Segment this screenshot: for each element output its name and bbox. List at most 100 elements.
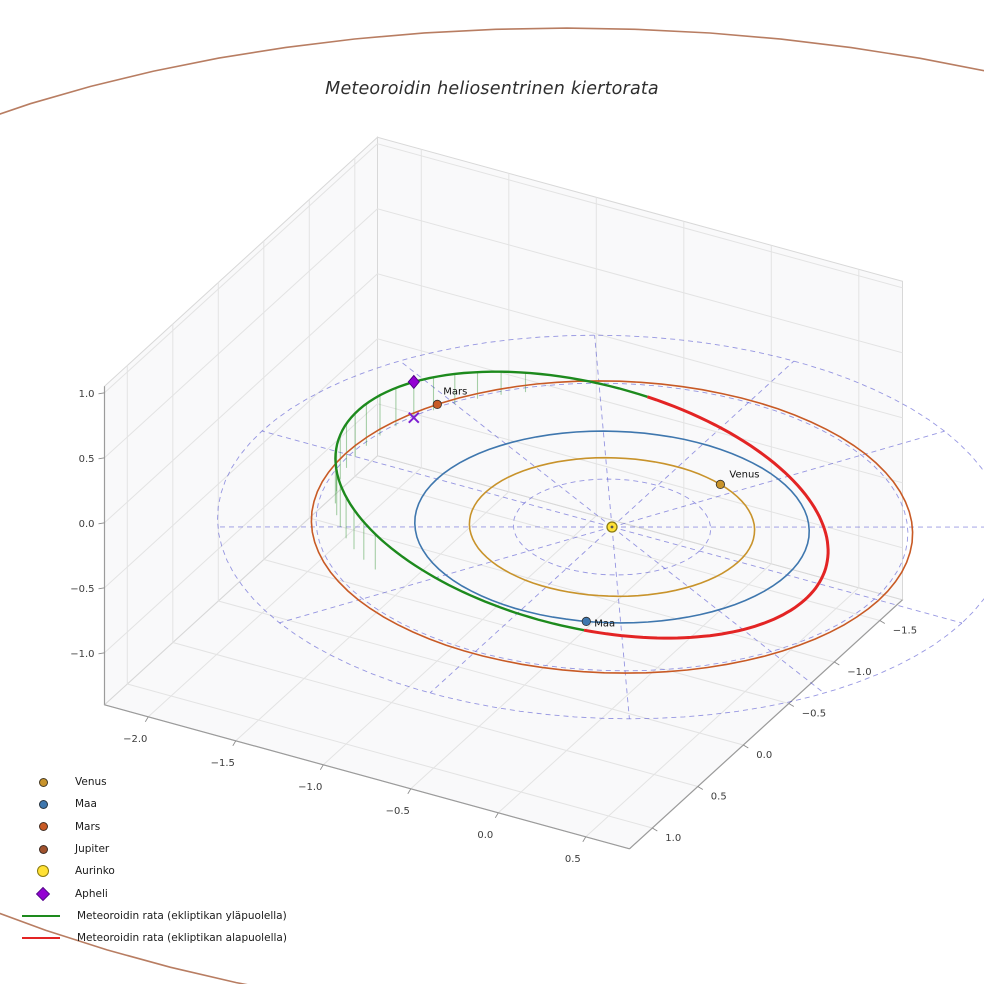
grid-line <box>218 600 744 746</box>
x-tick <box>319 764 324 771</box>
aphelion-marker <box>407 374 420 390</box>
mars-label: Mars <box>443 386 467 397</box>
z-tick <box>98 392 105 395</box>
legend-marker-cell <box>20 799 66 809</box>
legend-diamond-marker-icon <box>35 886 51 901</box>
grid-line <box>377 338 903 484</box>
grid-line <box>410 539 685 790</box>
legend-item-label: Jupiter <box>75 843 110 856</box>
grid-line <box>235 491 510 742</box>
legend-item-label: Maa <box>75 798 97 811</box>
z-tick <box>98 587 105 590</box>
aphelion-projection-x-icon <box>408 411 420 424</box>
x-tick-label: 0.0 <box>477 830 493 841</box>
legend-item: Apheli <box>20 882 287 904</box>
y-axis-spine <box>629 599 903 850</box>
legend-marker-cell <box>20 822 66 832</box>
meteoroid-orbit-above <box>334 370 648 632</box>
x-tick <box>232 740 237 747</box>
y-tick <box>743 744 749 749</box>
legend-marker-cell <box>20 844 66 854</box>
legend-item-label: Mars <box>75 820 101 833</box>
mars-orbit <box>310 380 914 674</box>
grid-line <box>147 467 422 718</box>
legend-item: Venus <box>20 771 287 793</box>
z-tick <box>98 457 105 460</box>
grid-line <box>263 559 789 704</box>
y-tick-label: −0.5 <box>802 709 826 720</box>
y-tick <box>652 827 658 832</box>
y-tick-label: −1.5 <box>893 626 917 637</box>
legend-item-label: Meteoroidin rata (ekliptikan yläpuolella… <box>77 909 287 922</box>
legend-dot-marker-icon <box>38 822 48 832</box>
legend-sun-marker-icon <box>37 865 49 878</box>
x-axis-spine <box>104 704 630 850</box>
legend-marker-cell <box>20 914 68 917</box>
grid-line <box>585 587 860 838</box>
legend-dot-marker-icon <box>38 844 48 854</box>
y-tick <box>788 703 795 707</box>
x-tick-label: 0.5 <box>565 854 581 865</box>
legend-item-label: Apheli <box>75 887 108 900</box>
z-tick <box>98 522 105 525</box>
maa-marker <box>581 616 591 627</box>
grid-line <box>104 273 378 524</box>
grid-line <box>377 143 903 289</box>
grid-line <box>104 143 378 394</box>
legend-item: Meteoroidin rata (ekliptikan yläpuolella… <box>20 905 287 927</box>
grid-line <box>104 338 378 589</box>
maa-label: Maa <box>594 618 615 629</box>
x-tick <box>494 812 499 819</box>
grid-line <box>497 563 772 814</box>
legend-item-label: Aurinko <box>75 865 115 878</box>
legend-item: Jupiter <box>20 838 287 860</box>
plot-title: Meteoroidin heliosentrinen kiertorata <box>325 79 659 99</box>
x-tick-label: −1.0 <box>298 782 322 793</box>
z-tick-label: 0.0 <box>79 519 95 530</box>
legend-dot-marker-icon <box>38 799 48 809</box>
venus-label: Venus <box>729 469 759 480</box>
legend-item: Aurinko <box>20 860 287 882</box>
x-tick <box>582 836 587 843</box>
grid-line <box>377 403 903 549</box>
grid-line <box>104 403 378 654</box>
x-tick <box>407 788 412 795</box>
grid-line <box>354 476 880 621</box>
grid-line <box>377 208 903 354</box>
mars-marker <box>432 399 442 409</box>
x-tick-label: −0.5 <box>386 806 410 817</box>
x-tick <box>144 716 149 723</box>
legend-item-label: Meteoroidin rata (ekliptikan alapuolella… <box>77 932 287 945</box>
legend-item: Meteoroidin rata (ekliptikan alapuolella… <box>20 927 287 949</box>
z-tick-label: −0.5 <box>70 584 94 595</box>
legend-dot-marker-icon <box>38 777 48 787</box>
legend-item: Mars <box>20 816 287 838</box>
y-tick <box>697 786 704 790</box>
y-tick <box>879 620 886 624</box>
grid-line <box>322 515 597 766</box>
grid-line <box>377 273 903 419</box>
x-tick-label: −2.0 <box>123 734 147 745</box>
y-tick-label: 0.5 <box>711 792 727 803</box>
grid-line <box>104 208 378 459</box>
y-tick-label: 0.0 <box>756 750 772 761</box>
x-tick-label: −1.5 <box>211 758 235 769</box>
legend-marker-cell <box>20 886 66 901</box>
sun-center-dot <box>610 525 614 529</box>
legend-marker-cell <box>20 937 68 940</box>
z-tick-label: −1.0 <box>70 649 94 660</box>
y-tick <box>834 661 840 666</box>
meteoroid-orbit-below <box>583 395 830 640</box>
y-tick-label: 1.0 <box>665 833 681 844</box>
legend-marker-cell <box>20 777 66 787</box>
legend-item-label: Venus <box>75 776 107 789</box>
legend-marker-cell <box>20 865 66 878</box>
legend-line-swatch-icon <box>22 914 60 917</box>
venus-marker <box>715 479 726 489</box>
grid-line <box>127 683 653 829</box>
z-tick <box>98 652 105 655</box>
z-tick-label: 0.5 <box>79 454 95 465</box>
maa-orbit <box>413 430 811 624</box>
